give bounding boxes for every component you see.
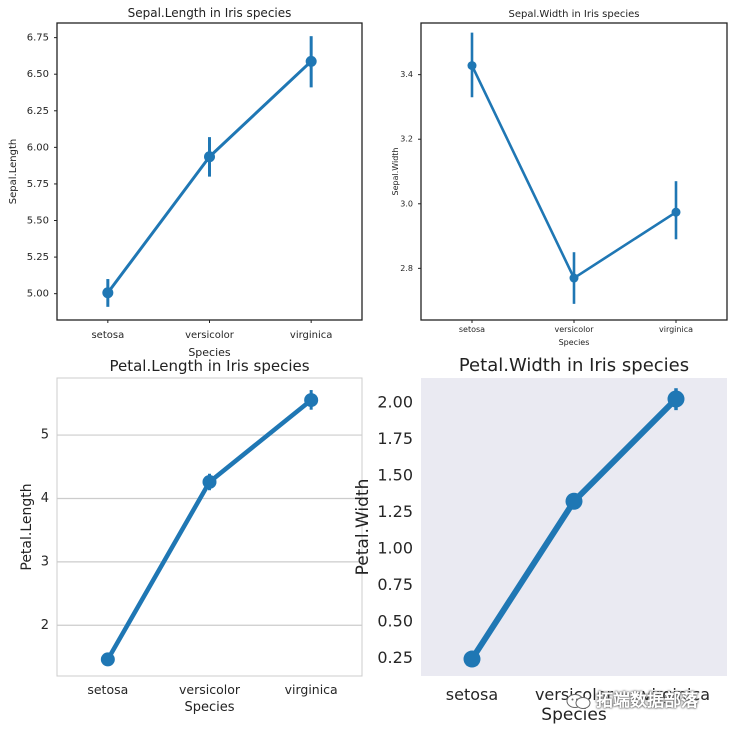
- ytick-label: 2.8: [400, 264, 413, 273]
- plot-frame: [56, 377, 363, 677]
- ytick-label: 5.50: [27, 216, 49, 227]
- xtick-label: versicolor: [179, 682, 241, 697]
- plot-area: [57, 378, 362, 676]
- xtick-label: virginica: [642, 685, 710, 704]
- ytick-label: 6.25: [27, 106, 49, 117]
- xtick-label: setosa: [446, 685, 498, 704]
- x-axis-label: Species: [184, 700, 234, 715]
- ytick-label: 4: [41, 491, 49, 506]
- data-point: [202, 474, 217, 489]
- ytick-label: 3.2: [400, 135, 413, 144]
- chart-panel-4: 0.250.500.751.001.251.501.752.00setosave…: [353, 355, 727, 725]
- ytick-label: 5.75: [27, 179, 49, 190]
- chart-panel-1: 5.00 5.25 5.50 5.75 6.00 6.25 6.50 6.75 setosa ve…: [8, 6, 363, 359]
- watermark-text: 拓端数据部落: [596, 691, 698, 711]
- x-axis-label: Species: [188, 346, 231, 359]
- data-point: [667, 390, 685, 408]
- ytick-label: 6.75: [27, 33, 49, 44]
- x-axis-label: Species: [559, 338, 590, 347]
- ytick-label: 1.50: [377, 465, 413, 484]
- xtick-label: versicolor: [554, 325, 594, 334]
- xtick-label: virginica: [659, 325, 693, 334]
- ytick-label: 3: [41, 554, 49, 569]
- chart-panel-3: 2 3 4 5 setosa versicolor virginica Petal.Lengt…: [19, 357, 363, 715]
- wechat-icon: [566, 694, 591, 709]
- data-point: [100, 652, 115, 667]
- ytick-label: 5.00: [27, 289, 49, 300]
- data-point: [102, 287, 114, 299]
- data-point: [671, 207, 681, 217]
- x-axis-label: Species: [541, 705, 607, 725]
- xtick-label: virginica: [285, 682, 338, 697]
- plot-area: [421, 378, 727, 676]
- chart-title: Petal.Length in Iris species: [109, 357, 309, 375]
- y-axis-label: Petal.Length: [19, 483, 35, 570]
- ytick-label: 0.50: [377, 611, 413, 630]
- chart-title: Sepal.Width in Iris species: [508, 9, 639, 20]
- chart-title: Petal.Width in Iris species: [459, 355, 689, 376]
- watermark: 拓端数据部落: [566, 686, 698, 711]
- xtick-label: versicolor: [185, 330, 235, 341]
- ytick-label: 3.4: [400, 70, 413, 79]
- ytick-label: 0.25: [377, 648, 413, 667]
- chart-title: Sepal.Length in Iris species: [128, 6, 292, 20]
- ytick-label: 1.00: [377, 538, 413, 557]
- ytick-label: 2.00: [377, 392, 413, 411]
- xtick-label: setosa: [87, 682, 128, 697]
- y-axis-label: Petal.Width: [353, 479, 373, 576]
- ytick-label: 3.0: [400, 199, 413, 208]
- ytick-label: 6.50: [27, 69, 49, 80]
- ytick-label: 5: [41, 428, 49, 443]
- data-point: [565, 492, 583, 510]
- ytick-label: 0.75: [377, 575, 413, 594]
- data-point: [304, 393, 319, 408]
- ytick-label: 2: [41, 618, 49, 633]
- ytick-label: 5.25: [27, 252, 49, 263]
- xtick-label: setosa: [91, 330, 124, 341]
- data-point: [467, 61, 477, 71]
- data-point: [463, 650, 481, 668]
- xtick-label: setosa: [459, 325, 485, 334]
- ytick-label: 6.00: [27, 142, 49, 153]
- data-point: [204, 151, 215, 163]
- y-axis-label: Sepal.Width: [391, 148, 400, 196]
- ytick-label: 1.75: [377, 429, 413, 448]
- data-point: [305, 55, 317, 67]
- chart-panel-2: 2.8 3.0 3.2 3.4 setosa versicolor virginica Sep…: [391, 9, 728, 347]
- xtick-label: virginica: [290, 330, 333, 341]
- data-point: [569, 273, 579, 283]
- ytick-label: 1.25: [377, 502, 413, 521]
- y-axis-label: Sepal.Length: [8, 139, 19, 204]
